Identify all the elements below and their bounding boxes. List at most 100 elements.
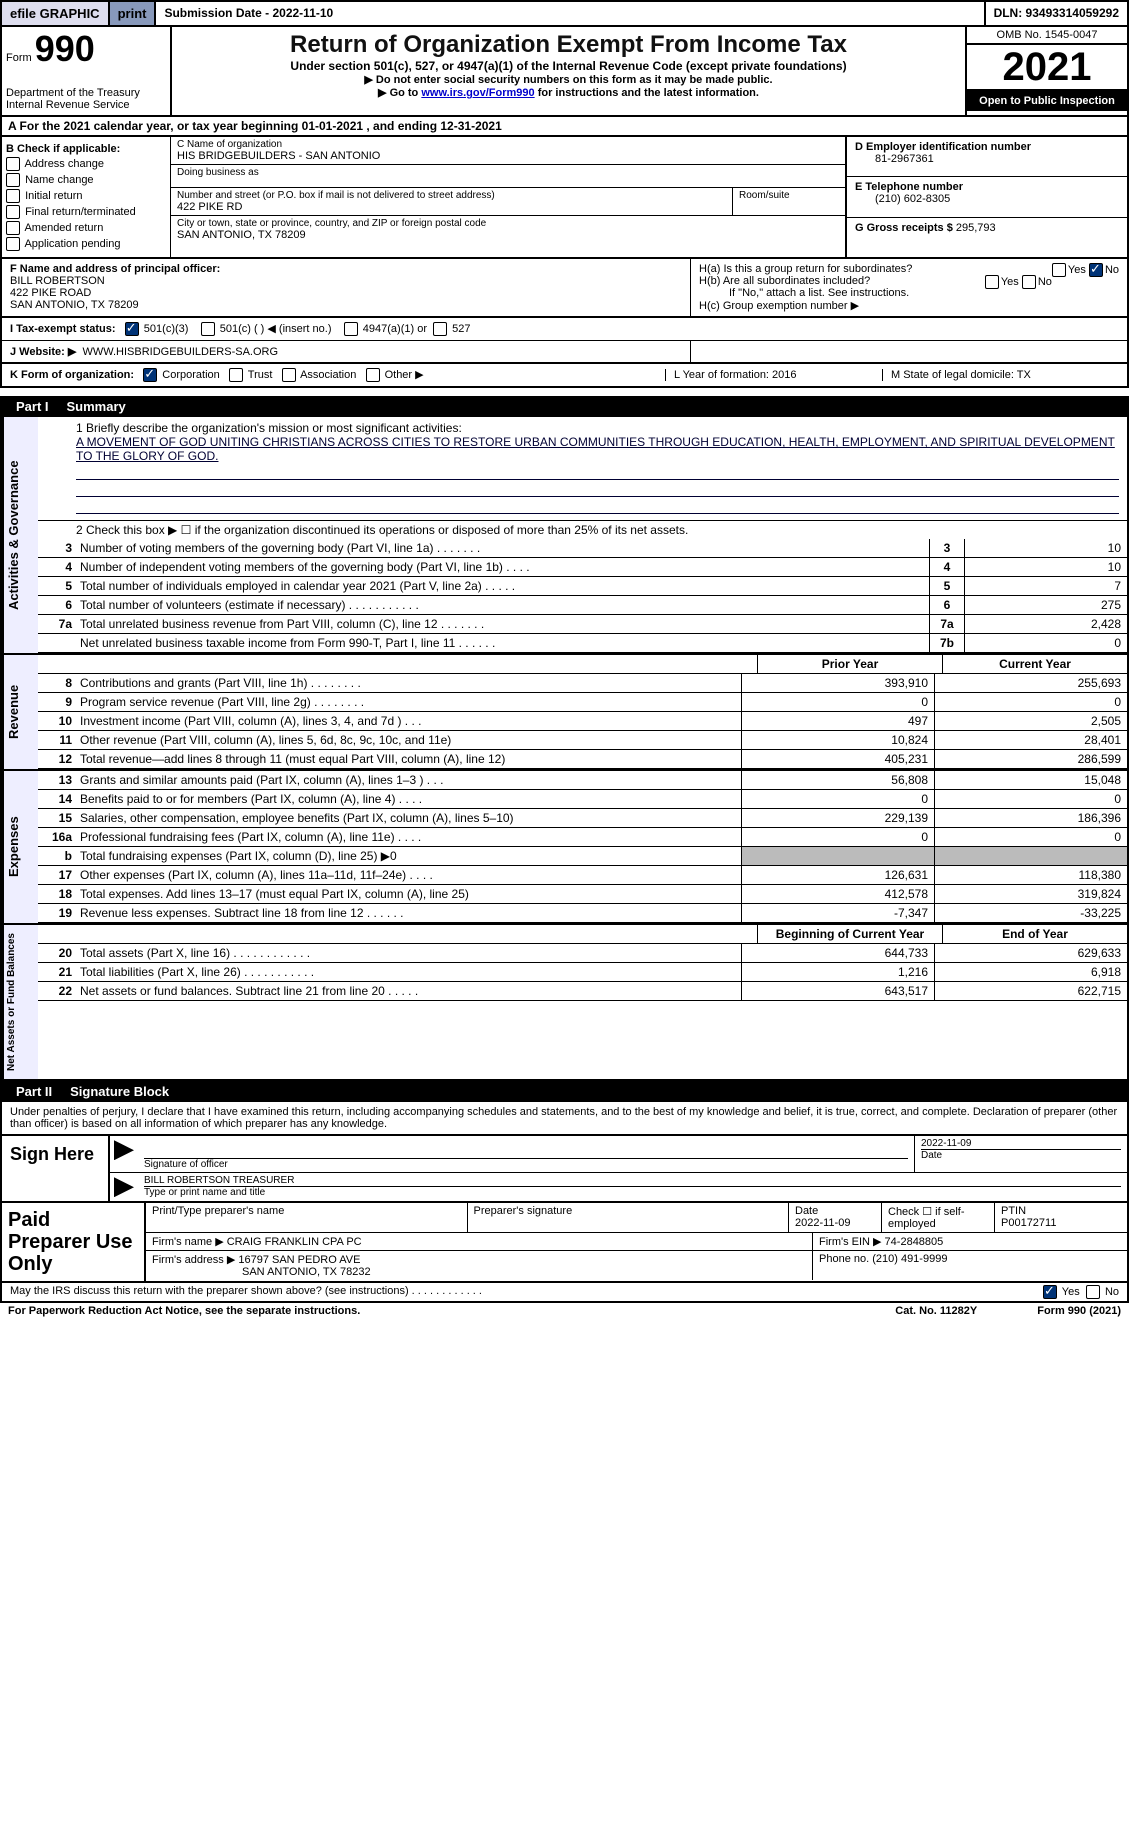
officer-addr2: SAN ANTONIO, TX 78209 — [10, 299, 682, 311]
table-row: 13Grants and similar amounts paid (Part … — [38, 771, 1127, 790]
table-row: 20Total assets (Part X, line 16) . . . .… — [38, 944, 1127, 963]
line-2: 2 Check this box ▶ ☐ if the organization… — [38, 521, 1127, 539]
sig-date: 2022-11-09 — [921, 1138, 1121, 1149]
firm-phone: Phone no. (210) 491-9999 — [813, 1251, 1127, 1280]
efile-label: efile GRAPHIC — [2, 2, 110, 25]
discuss-yes[interactable] — [1043, 1285, 1057, 1299]
year-formation: L Year of formation: 2016 — [665, 369, 882, 381]
prep-sig-label: Preparer's signature — [468, 1203, 790, 1232]
check-name-change[interactable] — [6, 173, 20, 187]
mission-label: 1 Briefly describe the organization's mi… — [76, 421, 1119, 435]
irs-link[interactable]: www.irs.gov/Form990 — [421, 87, 534, 99]
summary-gov: Activities & Governance 1 Briefly descri… — [0, 417, 1129, 655]
check-corp[interactable] — [143, 368, 157, 382]
city-state-zip: SAN ANTONIO, TX 78209 — [177, 229, 839, 241]
ha-yes[interactable] — [1052, 263, 1066, 277]
hdr-current-year: Current Year — [942, 655, 1127, 673]
tax-status-website-row: I Tax-exempt status: 501(c)(3) 501(c) ( … — [0, 318, 1129, 364]
summary-revenue: Revenue Prior Year Current Year 8Contrib… — [0, 655, 1129, 771]
gross-receipts: 295,793 — [956, 222, 996, 234]
hb-no[interactable] — [1022, 275, 1036, 289]
form-note-2: ▶ Go to www.irs.gov/Form990 for instruct… — [176, 86, 961, 99]
table-row: 3Number of voting members of the governi… — [38, 539, 1127, 558]
table-row: 19Revenue less expenses. Subtract line 1… — [38, 904, 1127, 923]
check-amended[interactable] — [6, 221, 20, 235]
paid-preparer-label: Paid Preparer Use Only — [2, 1203, 144, 1281]
check-527[interactable] — [433, 322, 447, 336]
firm-ein: Firm's EIN ▶ 74-2848805 — [813, 1233, 1127, 1250]
box-c: C Name of organization HIS BRIDGEBUILDER… — [171, 137, 845, 257]
perjury-statement: Under penalties of perjury, I declare th… — [0, 1102, 1129, 1136]
arrow-icon — [114, 1177, 134, 1197]
check-assoc[interactable] — [282, 368, 296, 382]
table-row: 22Net assets or fund balances. Subtract … — [38, 982, 1127, 1001]
box-b: B Check if applicable: Address change Na… — [2, 137, 171, 257]
firm-city: SAN ANTONIO, TX 78232 — [152, 1266, 806, 1278]
hb-yes[interactable] — [985, 275, 999, 289]
ha-no[interactable] — [1089, 263, 1103, 277]
form-note-1: ▶ Do not enter social security numbers o… — [176, 73, 961, 86]
form-org-row: K Form of organization: Corporation Trus… — [0, 364, 1129, 388]
table-row: 9Program service revenue (Part VIII, lin… — [38, 693, 1127, 712]
table-row: 4Number of independent voting members of… — [38, 558, 1127, 577]
sign-here-block: Sign Here Signature of officer 2022-11-0… — [0, 1136, 1129, 1203]
check-other[interactable] — [366, 368, 380, 382]
table-row: 15Salaries, other compensation, employee… — [38, 809, 1127, 828]
check-initial-return[interactable] — [6, 189, 20, 203]
table-row: 6Total number of volunteers (estimate if… — [38, 596, 1127, 615]
firm-name: Firm's name ▶ CRAIG FRANKLIN CPA PC — [146, 1233, 813, 1250]
website-url: WWW.HISBRIDGEBUILDERS-SA.ORG — [82, 346, 278, 358]
omb-number: OMB No. 1545-0047 — [967, 27, 1127, 45]
form-subtitle: Under section 501(c), 527, or 4947(a)(1)… — [176, 59, 961, 73]
side-revenue: Revenue — [2, 655, 38, 769]
dept-treasury: Department of the Treasury Internal Reve… — [6, 87, 166, 111]
name-title-label: Type or print name and title — [144, 1186, 1121, 1198]
prep-ptin: PTIN P00172711 — [995, 1203, 1127, 1232]
check-501c3[interactable] — [125, 322, 139, 336]
arrow-icon — [114, 1140, 134, 1160]
discuss-row: May the IRS discuss this return with the… — [0, 1283, 1129, 1303]
check-address-change[interactable] — [6, 157, 20, 171]
prep-name-label: Print/Type preparer's name — [146, 1203, 468, 1232]
part-1-header: Part I Summary — [0, 396, 1129, 417]
sig-date-label: Date — [921, 1149, 1121, 1161]
hdr-prior-year: Prior Year — [757, 655, 942, 673]
box-d: D Employer identification number 81-2967… — [845, 137, 1127, 257]
top-bar: efile GRAPHIC print Submission Date - 20… — [0, 0, 1129, 25]
form-label: Form — [6, 52, 32, 64]
check-501c[interactable] — [201, 322, 215, 336]
open-public-badge: Open to Public Inspection — [967, 91, 1127, 111]
table-row: 16aProfessional fundraising fees (Part I… — [38, 828, 1127, 847]
check-final-return[interactable] — [6, 205, 20, 219]
table-row: 8Contributions and grants (Part VIII, li… — [38, 674, 1127, 693]
table-row: 12Total revenue—add lines 8 through 11 (… — [38, 750, 1127, 769]
officer-printed-name: BILL ROBERTSON TREASURER — [144, 1175, 1121, 1186]
form-page-id: Form 990 (2021) — [1037, 1305, 1121, 1317]
check-4947[interactable] — [344, 322, 358, 336]
prep-self-employed: Check ☐ if self-employed — [882, 1203, 995, 1232]
form-title: Return of Organization Exempt From Incom… — [176, 31, 961, 59]
entity-block: B Check if applicable: Address change Na… — [0, 137, 1129, 259]
print-button[interactable]: print — [110, 2, 157, 25]
side-activities: Activities & Governance — [2, 417, 38, 653]
hdr-end-year: End of Year — [942, 925, 1127, 943]
table-row: bTotal fundraising expenses (Part IX, co… — [38, 847, 1127, 866]
table-row: 21Total liabilities (Part X, line 26) . … — [38, 963, 1127, 982]
check-trust[interactable] — [229, 368, 243, 382]
table-row: 7aTotal unrelated business revenue from … — [38, 615, 1127, 634]
discuss-no[interactable] — [1086, 1285, 1100, 1299]
check-pending[interactable] — [6, 237, 20, 251]
cat-no: Cat. No. 11282Y — [895, 1305, 977, 1317]
prep-date: Date 2022-11-09 — [789, 1203, 882, 1232]
summary-expenses: Expenses 13Grants and similar amounts pa… — [0, 771, 1129, 925]
calendar-year-row: A For the 2021 calendar year, or tax yea… — [0, 117, 1129, 137]
table-row: 5Total number of individuals employed in… — [38, 577, 1127, 596]
officer-addr1: 422 PIKE ROAD — [10, 287, 682, 299]
submission-date: Submission Date - 2022-11-10 — [156, 2, 985, 25]
table-row: 17Other expenses (Part IX, column (A), l… — [38, 866, 1127, 885]
sig-officer-label: Signature of officer — [144, 1158, 908, 1170]
sign-here-label: Sign Here — [2, 1136, 108, 1201]
org-name: HIS BRIDGEBUILDERS - SAN ANTONIO — [177, 150, 839, 162]
table-row: 14Benefits paid to or for members (Part … — [38, 790, 1127, 809]
officer-group-block: F Name and address of principal officer:… — [0, 259, 1129, 318]
